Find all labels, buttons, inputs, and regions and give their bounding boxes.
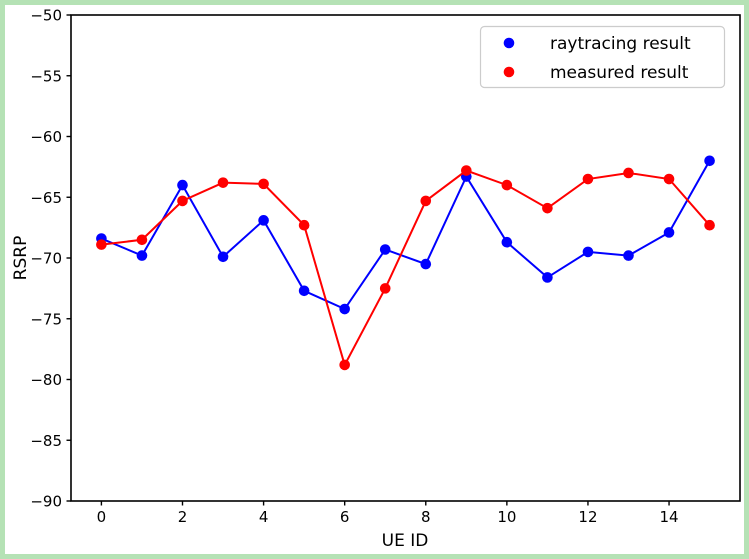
raytracing-result-point-4 bbox=[258, 215, 269, 226]
measured-result-point-12 bbox=[582, 173, 594, 185]
raytracing-result-point-8 bbox=[420, 258, 432, 270]
y-tick-label: −85 bbox=[30, 432, 62, 450]
y-tick-label: −50 bbox=[30, 7, 62, 25]
x-axis-label: UE ID bbox=[382, 531, 429, 551]
y-tick-label: −55 bbox=[30, 67, 62, 85]
raytracing-result-point-2 bbox=[177, 179, 188, 191]
x-tick-label: 4 bbox=[259, 508, 269, 526]
raytracing-result-point-12 bbox=[582, 246, 594, 258]
x-tick-label: 10 bbox=[497, 508, 516, 526]
series-line-measured-result bbox=[101, 169, 711, 368]
raytracing-result-point-1 bbox=[136, 250, 148, 261]
x-tick-label: 2 bbox=[178, 508, 188, 526]
measured-result-point-7 bbox=[379, 283, 391, 294]
measured-result-point-4 bbox=[258, 178, 269, 190]
legend-box bbox=[479, 25, 726, 89]
series-line-raytracing-result bbox=[101, 160, 711, 311]
raytracing-result-point-11 bbox=[542, 272, 553, 283]
x-tick-label: 6 bbox=[340, 508, 350, 526]
measured-result-point-10 bbox=[501, 179, 513, 191]
measured-result-point-0 bbox=[96, 239, 107, 250]
x-tick-label: 0 bbox=[97, 508, 107, 526]
y-tick-label: −75 bbox=[30, 310, 62, 328]
raytracing-result-point-5 bbox=[298, 285, 310, 297]
y-tick-label: −70 bbox=[30, 250, 62, 268]
raytracing-result-point-15 bbox=[704, 155, 715, 167]
measured-result-point-14 bbox=[663, 173, 675, 185]
legend-label-raytracing: raytracing result bbox=[550, 34, 691, 54]
y-tick-label: −80 bbox=[30, 371, 62, 389]
chart-dynamic-layer: −50 −55 −60 −65 −70 −75 −80 −85 −90 0 2 4 6 8 10 12 14 bbox=[30, 7, 715, 526]
measured-result-point-3 bbox=[217, 177, 229, 188]
measured-result-point-8 bbox=[420, 195, 432, 207]
y-tick-label: −90 bbox=[30, 493, 62, 511]
y-axis-label: RSRP bbox=[11, 236, 31, 281]
raytracing-result-point-10 bbox=[501, 236, 513, 248]
legend: raytracing result measured result bbox=[479, 25, 726, 89]
x-tick-label: 14 bbox=[659, 508, 678, 526]
raytracing-result-point-3 bbox=[217, 251, 229, 263]
measured-result-point-9 bbox=[461, 165, 472, 176]
raytracing-result-point-6 bbox=[339, 303, 350, 315]
measured-result-point-11 bbox=[542, 202, 553, 214]
measured-result-point-15 bbox=[704, 219, 715, 231]
measured-result-point-2 bbox=[177, 195, 188, 207]
x-tick-label: 8 bbox=[421, 508, 431, 526]
measured-result-point-5 bbox=[298, 219, 310, 231]
legend-label-measured: measured result bbox=[550, 63, 689, 83]
x-tick-label: 12 bbox=[578, 508, 597, 526]
y-tick-label: −65 bbox=[30, 189, 62, 207]
raytracing-result-point-13 bbox=[623, 250, 634, 261]
measured-result-point-6 bbox=[339, 359, 350, 371]
measured-result-point-1 bbox=[136, 234, 148, 246]
y-tick-label: −60 bbox=[30, 128, 62, 146]
raytracing-result-point-14 bbox=[663, 227, 675, 238]
measured-result-point-13 bbox=[623, 167, 634, 179]
raytracing-result-point-7 bbox=[379, 244, 391, 255]
plot-frame bbox=[70, 14, 741, 502]
legend-marker-raytracing-icon bbox=[503, 37, 515, 49]
rsrp-chart: −50 −55 −60 −65 −70 −75 −80 −85 −90 0 2 4 6 8 10 12 14 U… bbox=[11, 7, 741, 551]
legend-marker-measured-icon bbox=[503, 66, 515, 78]
